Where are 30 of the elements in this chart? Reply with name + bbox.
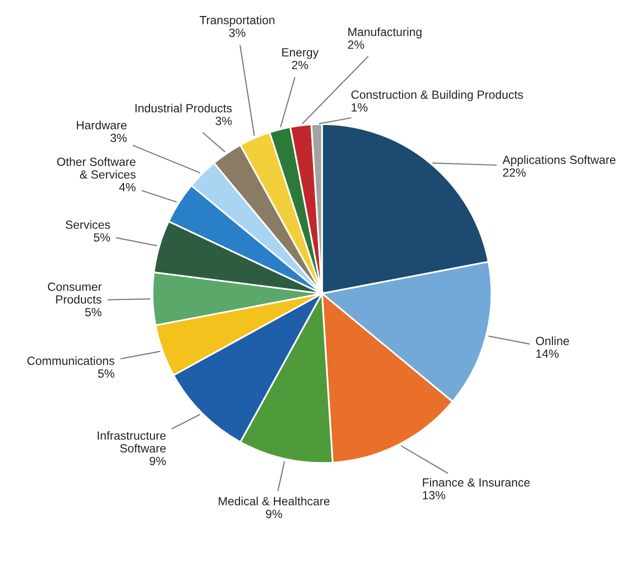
slice-label: Online (536, 336, 569, 346)
data-label: 2% (348, 40, 364, 49)
data-label: 22% (503, 168, 526, 177)
slice-label: Consumer Products (48, 282, 102, 304)
slice-label: Manufacturing (348, 27, 422, 38)
data-label: 13% (422, 491, 446, 500)
data-label: 5% (94, 233, 110, 242)
slice-label: Applications Software (502, 155, 616, 166)
slice-label: Energy (282, 48, 319, 59)
slice-label: Hardware (76, 120, 127, 130)
data-label: 9% (150, 456, 166, 466)
data-label: 5% (98, 369, 114, 378)
data-label: 3% (216, 116, 232, 126)
slice-label: Other Software & Services (57, 157, 136, 179)
slice-label: Services (66, 220, 110, 229)
data-label: 14% (536, 350, 559, 358)
slice-label: Communications (27, 356, 114, 365)
data-label: 4% (119, 183, 136, 192)
data-label: 5% (85, 308, 102, 316)
data-label: 9% (266, 510, 282, 518)
data-label: 2% (292, 60, 308, 70)
slice-label: Medical & Healthcare (218, 496, 330, 506)
data-label: 3% (229, 28, 246, 37)
slice-label: Finance & Insurance (422, 478, 530, 487)
slice-label: Transportation (200, 16, 274, 27)
slice-label: Infrastructure Software (98, 431, 166, 452)
data-label: 3% (110, 134, 127, 142)
slice-label: Industrial Products (136, 104, 232, 112)
slice-label: Construction & Building Products (351, 90, 523, 102)
data-label: 1% (352, 103, 368, 112)
